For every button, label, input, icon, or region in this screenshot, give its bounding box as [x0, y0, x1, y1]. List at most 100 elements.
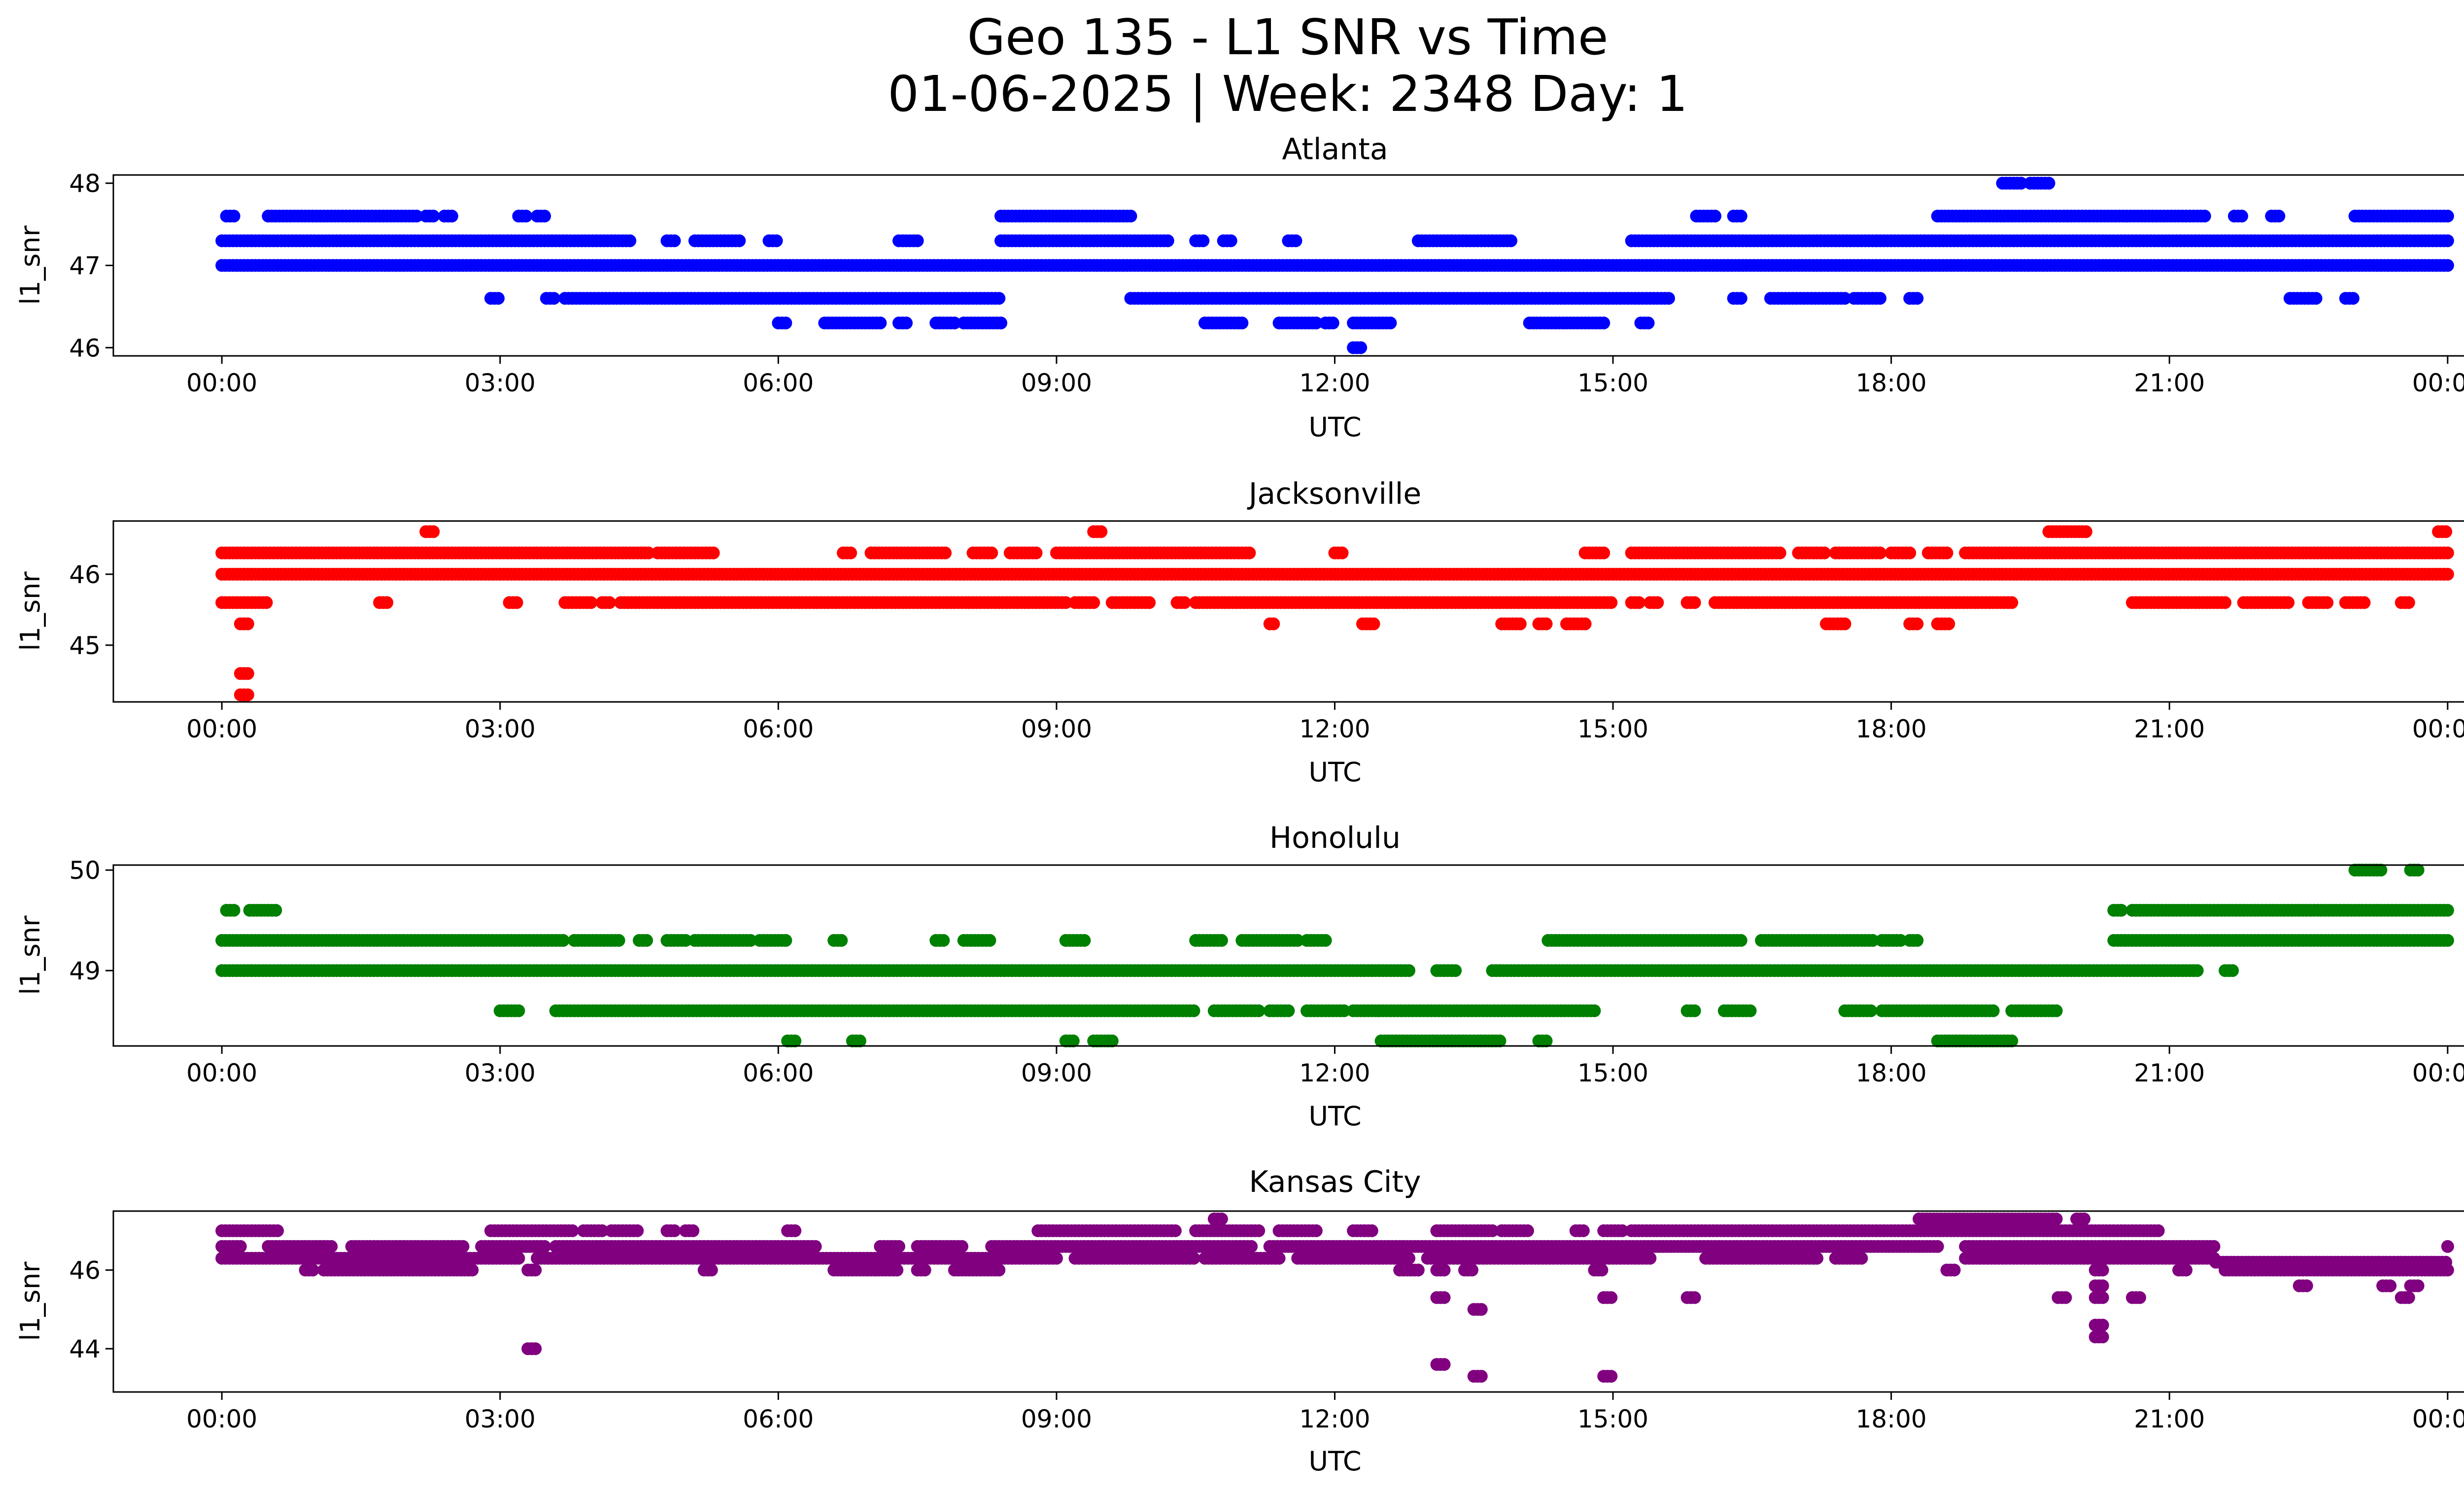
data-point [1662, 292, 1675, 305]
data-point [1224, 234, 1237, 247]
data-point [844, 546, 857, 559]
x-tick-label: 18:00 [1856, 369, 1927, 397]
data-point [1911, 934, 1924, 947]
x-tick-label: 12:00 [1299, 715, 1370, 743]
data-point [1161, 234, 1174, 247]
data-point [1267, 617, 1280, 630]
data-point [1243, 546, 1256, 559]
data-point [612, 934, 625, 947]
data-point [380, 596, 394, 609]
data-point [1235, 316, 1249, 330]
data-point [2346, 292, 2360, 305]
data-point [1289, 234, 1302, 247]
data-point [1911, 292, 1924, 305]
data-point [2321, 596, 2334, 609]
data-point [900, 316, 913, 330]
data-point [1642, 316, 1655, 330]
data-point [1605, 596, 1618, 609]
data-point [770, 234, 783, 247]
data-point [779, 934, 792, 947]
data-point [2439, 525, 2453, 538]
data-point [584, 596, 598, 609]
data-point [939, 546, 952, 559]
scatter-points [215, 525, 2454, 701]
data-point [2441, 234, 2454, 247]
panel-title: Honolulu [1269, 821, 1401, 855]
data-point [1326, 316, 1339, 330]
data-point [911, 234, 924, 247]
data-point [1319, 934, 1332, 947]
data-point [556, 934, 570, 947]
x-ticks: 00:00 03:00 06:00 09:00 12:00 15:00 18:00 21:00… [186, 356, 2464, 397]
data-point [2079, 525, 2092, 538]
panel-title: Jacksonville [1247, 477, 1422, 511]
data-point [1588, 1004, 1601, 1017]
data-point [1903, 546, 1916, 559]
y-tick-label: 50 [69, 856, 101, 885]
y-tick-label: 47 [69, 252, 101, 280]
data-point [1354, 341, 1368, 354]
data-point [547, 292, 560, 305]
data-point [1513, 617, 1527, 630]
data-point [2309, 292, 2323, 305]
data-point [2198, 209, 2211, 223]
x-tick-label: 00:00 [186, 369, 257, 397]
data-point [1029, 546, 1043, 559]
data-point [2015, 176, 2028, 190]
data-point [1505, 234, 1518, 247]
x-tick-label: 00:00 [2412, 715, 2464, 743]
data-point [1367, 617, 1380, 630]
data-point [2235, 209, 2249, 223]
y-tick-label: 46 [69, 560, 101, 589]
data-point [2358, 596, 2371, 609]
data-point [2115, 904, 2128, 917]
data-point [1252, 1004, 1266, 1017]
data-point [2282, 596, 2295, 609]
data-point [2441, 546, 2454, 559]
data-point [2441, 934, 2454, 947]
data-point [948, 316, 961, 330]
data-point [1734, 209, 1747, 223]
plot-frame [112, 174, 2464, 357]
data-point [427, 209, 440, 223]
data-point [623, 234, 637, 247]
y-tick-label: 45 [69, 631, 101, 660]
data-point [2441, 567, 2454, 581]
x-tick-label: 06:00 [743, 1059, 814, 1087]
scatter-points [215, 176, 2454, 354]
data-point [1335, 546, 1349, 559]
data-point [1709, 209, 1722, 223]
data-point [668, 234, 681, 247]
data-point [1095, 525, 1108, 538]
x-tick-label: 06:00 [743, 369, 814, 397]
data-point [2219, 596, 2232, 609]
data-point [2042, 176, 2055, 190]
x-tick-label: 18:00 [1856, 1059, 1927, 1087]
data-point [512, 1004, 525, 1017]
figure-title-line2: 01-06-2025 | Week: 2348 Day: 1 [888, 65, 1687, 123]
x-tick-label: 00:00 [2412, 1059, 2464, 1087]
x-tick-label: 06:00 [743, 715, 814, 743]
data-point [1078, 934, 1091, 947]
data-point [227, 904, 240, 917]
data-point [2272, 209, 2286, 223]
panel-title: Kansas City [1249, 1165, 1421, 1199]
data-point [492, 292, 505, 305]
data-point [1597, 546, 1610, 559]
data-point [2190, 964, 2204, 977]
data-point [1272, 1252, 1286, 1265]
x-tick-label: 15:00 [1577, 1059, 1648, 1087]
data-point [1874, 546, 1887, 559]
y-axis-label: l1_snr [15, 571, 46, 651]
x-tick-label: 18:00 [1856, 715, 1927, 743]
data-point [241, 617, 254, 630]
data-point [1734, 292, 1747, 305]
data-point [1734, 934, 1747, 947]
data-point [510, 596, 523, 609]
data-point [1540, 617, 1553, 630]
data-point [733, 234, 746, 247]
data-point [1651, 596, 1664, 609]
x-axis-label: UTC [1308, 412, 1361, 443]
